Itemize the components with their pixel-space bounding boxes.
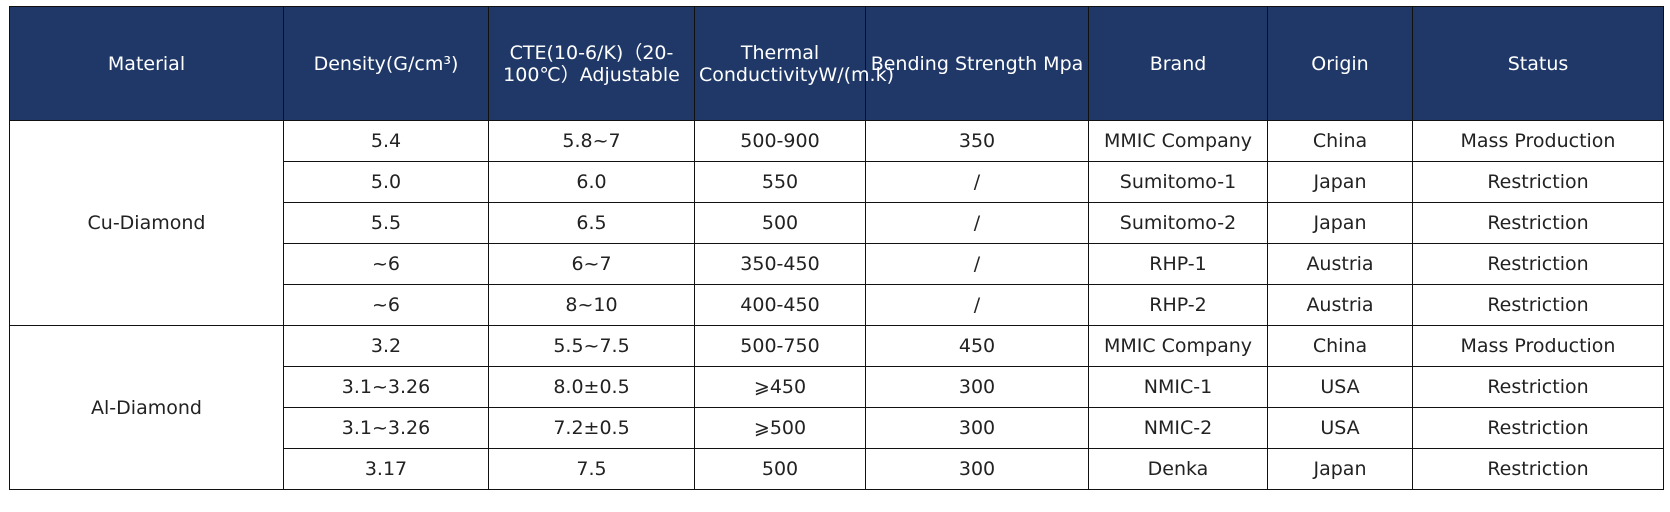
table-cell: ⩾500	[694, 407, 866, 449]
spec-table: Material Density(G/cm³) CTE(10-6/K)（20-100…	[9, 6, 1664, 490]
table-cell: Sumitomo-2	[1088, 202, 1268, 244]
table-cell: Restriction	[1412, 284, 1664, 326]
table-cell: 300	[865, 366, 1089, 408]
table-body: Cu-Diamond 5.4 5.8~7 500-900 350 MMIC Company…	[9, 120, 1664, 490]
table-cell: 450	[865, 325, 1089, 367]
table-row: Cu-Diamond 5.4 5.8~7 500-900 350 MMIC Company…	[9, 120, 1664, 326]
table-cell: Austria	[1267, 284, 1413, 326]
table-cell: 5.8~7	[488, 120, 695, 162]
table-cell: 3.2	[283, 325, 489, 367]
table-cell: 500-750	[694, 325, 866, 367]
table-cell: Restriction	[1412, 366, 1664, 408]
table-cell: ⩾450	[694, 366, 866, 408]
table-cell: Restriction	[1412, 202, 1664, 244]
table-cell: MMIC Company	[1088, 325, 1268, 367]
table-cell: 3.1~3.26	[283, 366, 489, 408]
table-cell: Denka	[1088, 448, 1268, 490]
header-cell: Material	[9, 6, 284, 121]
table-cell: /	[865, 284, 1089, 326]
table-cell: RHP-2	[1088, 284, 1268, 326]
table-cell: USA	[1267, 407, 1413, 449]
header-cell: Status	[1412, 6, 1664, 121]
table-cell: Restriction	[1412, 407, 1664, 449]
table-cell: 300	[865, 448, 1089, 490]
table-cell: 6~7	[488, 243, 695, 285]
header-cell: Density(G/cm³)	[283, 6, 489, 121]
table-cell: Restriction	[1412, 243, 1664, 285]
table-cell: Japan	[1267, 448, 1413, 490]
table-cell: 500	[694, 202, 866, 244]
table-row: Al-Diamond 3.2 5.5~7.5 500-750 450 MMIC Compa…	[9, 325, 1664, 490]
header-cell: Bending Strength Mpa	[865, 6, 1089, 121]
material-cell: Cu-Diamond	[9, 120, 284, 326]
table-row: 5.5 6.5 500/Sumitomo-2 Japan Restriction	[10, 202, 1664, 244]
table-cell: 8~10	[488, 284, 695, 326]
table-cell: Japan	[1267, 202, 1413, 244]
table-row: 5.0 6.0 550/Sumitomo-1 Japan Restriction	[10, 161, 1664, 203]
table-row: 3.1~3.26 7.2±0.5 ⩾500 300 NMIC-2 USA Restricti…	[10, 407, 1664, 449]
table-cell: 350-450	[694, 243, 866, 285]
table-row: ~6 6~7 350-450/RHP-1 Austria Restriction	[10, 243, 1664, 285]
table-cell: RHP-1	[1088, 243, 1268, 285]
table-cell: Restriction	[1412, 161, 1664, 203]
table-cell: 300	[865, 407, 1089, 449]
table-cell: 7.2±0.5	[488, 407, 695, 449]
table-cell: 5.5	[283, 202, 489, 244]
header-cell: Thermal ConductivityW/(m.k)	[694, 6, 894, 121]
table-cell: /	[865, 161, 1089, 203]
header-cell: CTE(10-6/K)（20-100℃）Adjustable	[488, 6, 695, 121]
table-row: 3.1~3.26 8.0±0.5 ⩾450 300 NMIC-1 USA Restricti…	[10, 366, 1664, 408]
table-cell: Mass Production	[1412, 325, 1664, 367]
table-cell: China	[1267, 120, 1413, 162]
table-row: 3.17 7.5 500 300 Denka Japan Restriction	[10, 448, 1664, 490]
table-cell: NMIC-1	[1088, 366, 1268, 408]
table-cell: MMIC Company	[1088, 120, 1268, 162]
table-cell: /	[865, 243, 1089, 285]
table-cell: Japan	[1267, 161, 1413, 203]
table-cell: 400-450	[694, 284, 866, 326]
table-cell: USA	[1267, 366, 1413, 408]
table-cell: 3.1~3.26	[283, 407, 489, 449]
table-cell: 350	[865, 120, 1089, 162]
table-cell: 7.5	[488, 448, 695, 490]
header-cell: Brand	[1088, 6, 1268, 121]
table-cell: 6.0	[488, 161, 695, 203]
table-cell: 3.17	[283, 448, 489, 490]
table-cell: NMIC-2	[1088, 407, 1268, 449]
material-cell: Al-Diamond	[9, 325, 284, 490]
table-cell: 550	[694, 161, 866, 203]
table-cell: Mass Production	[1412, 120, 1664, 162]
table-cell: ~6	[283, 284, 489, 326]
table-cell: 5.4	[283, 120, 489, 162]
header-row: Material Density(G/cm³) CTE(10-6/K)（20-100…	[9, 6, 1664, 121]
table-cell: Austria	[1267, 243, 1413, 285]
table-cell: ~6	[283, 243, 489, 285]
table-cell: China	[1267, 325, 1413, 367]
table-cell: 5.5~7.5	[488, 325, 695, 367]
table-cell: Sumitomo-1	[1088, 161, 1268, 203]
table-cell: 500	[694, 448, 866, 490]
table-cell: 500-900	[694, 120, 866, 162]
table-cell: Restriction	[1412, 448, 1664, 490]
table-cell: /	[865, 202, 1089, 244]
table-cell: 6.5	[488, 202, 695, 244]
table-cell: 5.0	[283, 161, 489, 203]
table-cell: 8.0±0.5	[488, 366, 695, 408]
header-cell: Origin	[1267, 6, 1413, 121]
